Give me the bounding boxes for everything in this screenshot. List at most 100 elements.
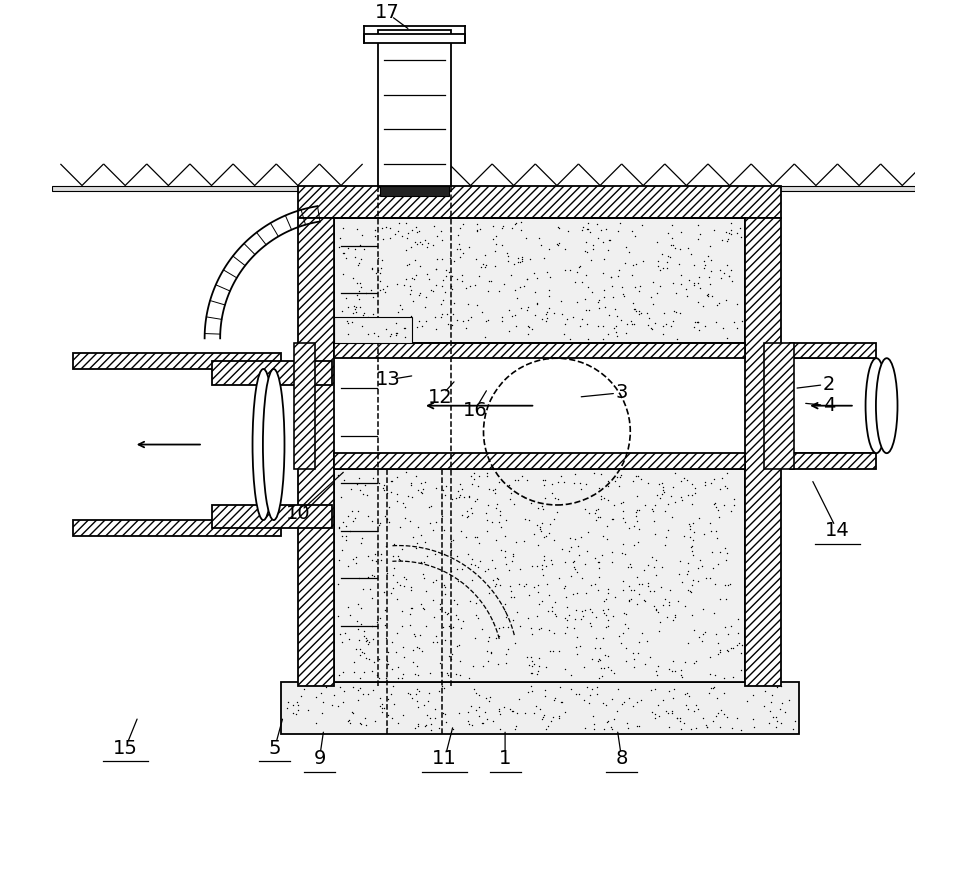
Point	[380, 693, 396, 706]
Point	[537, 478, 552, 492]
Point	[447, 254, 462, 268]
Point	[485, 713, 501, 727]
Point	[373, 262, 389, 275]
Point	[687, 704, 702, 718]
Point	[679, 474, 694, 488]
Point	[630, 535, 646, 549]
Point	[661, 720, 677, 734]
Point	[661, 595, 677, 609]
Point	[706, 680, 721, 693]
Point	[593, 660, 608, 674]
Point	[725, 670, 741, 684]
Bar	[212, 362, 333, 384]
Point	[438, 479, 454, 493]
Point	[597, 282, 612, 296]
Point	[505, 705, 520, 719]
Point	[452, 237, 467, 251]
Point	[557, 580, 572, 594]
Point	[717, 498, 732, 512]
Point	[621, 521, 636, 535]
Point	[631, 283, 647, 297]
Point	[577, 292, 593, 306]
Point	[589, 680, 604, 694]
Point	[391, 315, 406, 329]
Point	[438, 269, 454, 282]
Point	[608, 326, 624, 340]
Point	[544, 604, 560, 618]
Point	[418, 474, 433, 488]
Point	[546, 306, 562, 320]
Point	[686, 573, 701, 587]
Point	[618, 653, 633, 667]
Point	[497, 597, 513, 611]
Point	[612, 479, 628, 493]
Point	[706, 472, 721, 486]
Point	[671, 257, 687, 271]
Point	[665, 276, 681, 290]
Point	[474, 622, 489, 636]
Point	[626, 652, 641, 666]
Point	[712, 645, 727, 659]
Point	[696, 527, 712, 541]
Point	[413, 627, 428, 641]
Point	[605, 290, 621, 304]
Point	[714, 703, 729, 717]
Point	[455, 217, 471, 231]
Point	[380, 708, 396, 722]
Point	[684, 540, 699, 554]
Point	[379, 721, 395, 735]
Point	[369, 668, 385, 682]
Point	[606, 499, 622, 513]
Point	[699, 720, 715, 733]
Point	[391, 305, 406, 319]
Point	[662, 238, 678, 252]
Point	[376, 586, 392, 600]
Bar	[73, 520, 280, 535]
Point	[510, 251, 525, 265]
Point	[651, 659, 666, 673]
Point	[497, 700, 513, 714]
Point	[643, 321, 659, 335]
Point	[608, 319, 624, 333]
Point	[664, 231, 680, 245]
Point	[655, 693, 670, 707]
Point	[694, 634, 710, 648]
Point	[437, 285, 453, 299]
Point	[406, 272, 422, 286]
Point	[518, 578, 534, 592]
Point	[336, 695, 351, 709]
Point	[647, 600, 662, 614]
Point	[488, 237, 504, 251]
Point	[625, 223, 640, 237]
Point	[450, 639, 465, 653]
Point	[378, 539, 394, 553]
Point	[373, 324, 389, 338]
Point	[695, 299, 711, 313]
Point	[331, 699, 346, 713]
Point	[367, 266, 383, 280]
Point	[484, 614, 500, 628]
Point	[491, 515, 507, 529]
Point	[530, 578, 545, 592]
Point	[624, 268, 639, 282]
Point	[354, 228, 369, 242]
Point	[677, 471, 692, 485]
Point	[415, 237, 430, 251]
Point	[546, 533, 562, 547]
Point	[690, 561, 706, 575]
Point	[652, 709, 667, 723]
Point	[639, 306, 655, 320]
Point	[339, 300, 355, 314]
Point	[723, 222, 739, 236]
Point	[651, 254, 666, 268]
Point	[628, 229, 643, 242]
Point	[467, 472, 483, 486]
Point	[660, 497, 676, 511]
Point	[717, 707, 732, 721]
Point	[511, 474, 526, 488]
Text: 15: 15	[113, 739, 137, 758]
Point	[627, 316, 642, 330]
Point	[423, 711, 438, 725]
Point	[533, 522, 548, 536]
Point	[664, 704, 680, 718]
